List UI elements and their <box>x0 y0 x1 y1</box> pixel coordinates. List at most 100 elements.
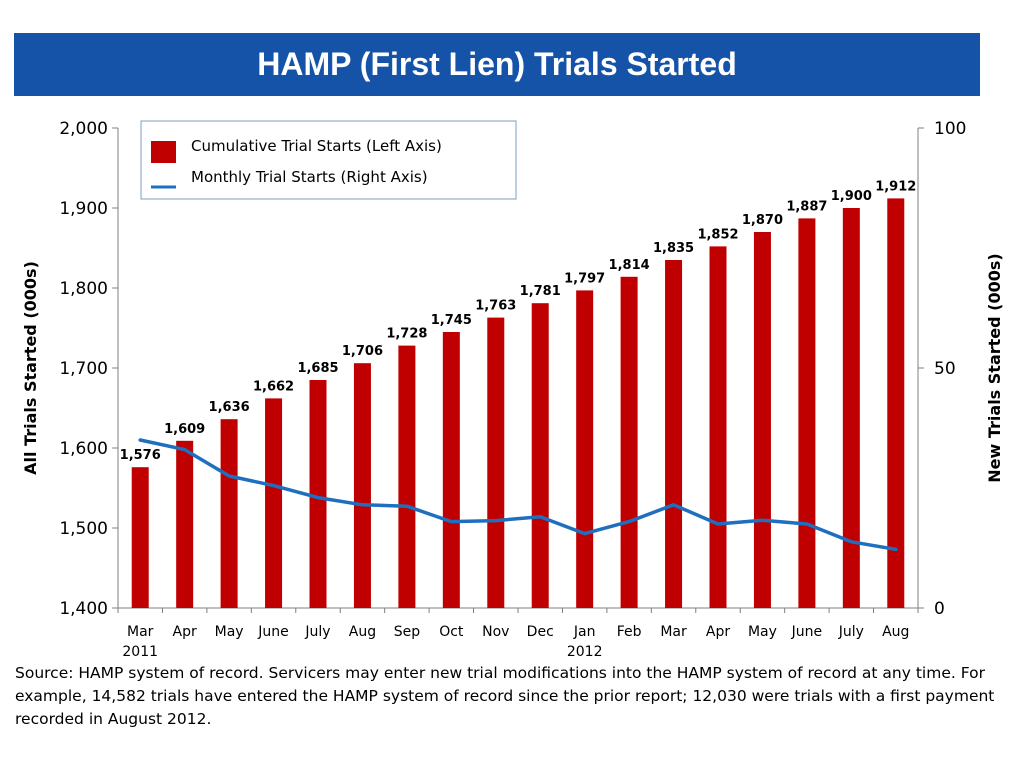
title-banner: HAMP (First Lien) Trials Started <box>14 33 980 96</box>
bar-data-label: 1,763 <box>475 299 516 314</box>
bar-data-label: 1,685 <box>297 361 338 376</box>
bar-data-label: 1,706 <box>342 344 383 359</box>
left-tick-label: 1,700 <box>59 359 108 379</box>
x-tick-label: Apr <box>706 624 730 640</box>
bar-data-label: 1,814 <box>609 258 650 273</box>
bar <box>487 317 505 608</box>
bar <box>753 232 771 608</box>
line-point <box>360 503 364 507</box>
x-tick-label: July <box>304 624 330 640</box>
bar <box>798 218 816 608</box>
bar <box>353 363 371 608</box>
bar-data-label: 1,781 <box>520 284 561 299</box>
bar-data-label: 1,912 <box>875 179 916 194</box>
chart-title: HAMP (First Lien) Trials Started <box>257 46 737 82</box>
x-year-label: 2011 <box>122 644 158 660</box>
bar-data-label: 1,887 <box>786 199 827 214</box>
chart: 1,400 1,500 1,600 1,700 1,800 1,900 2,000 0 50 10… <box>21 119 1004 660</box>
line-point <box>316 496 320 500</box>
monthly-line <box>138 438 898 552</box>
bar-data-label: 1,797 <box>564 271 605 286</box>
x-axis-labels: Mar Apr May June July Aug Sep Oct Nov Dec Jan Feb Ma… <box>122 624 909 660</box>
bar <box>531 303 549 608</box>
x-tick-label: Sep <box>394 624 421 640</box>
left-tick-label: 1,500 <box>59 519 108 539</box>
x-tick-label: Mar <box>660 624 687 640</box>
source-note: Source: HAMP system of record. Servicers… <box>15 664 995 728</box>
line-layer <box>138 438 898 552</box>
line-point <box>183 448 187 452</box>
legend-bar-swatch <box>151 141 176 163</box>
bar-data-label: 1,636 <box>209 400 250 415</box>
right-tick-label: 100 <box>934 119 966 139</box>
left-tick-label: 1,900 <box>59 199 108 219</box>
bar-data-label: 1,900 <box>831 189 872 204</box>
line-point <box>272 484 276 488</box>
bar-data-label: 1,576 <box>120 448 161 463</box>
line-point <box>583 532 587 536</box>
x-tick-label: May <box>748 624 777 640</box>
line-point <box>805 522 809 526</box>
x-tick-label: Apr <box>173 624 197 640</box>
bar-data-label: 1,852 <box>697 227 738 242</box>
x-tick-label: Jan <box>573 624 596 640</box>
bar <box>887 198 905 608</box>
bar <box>576 290 594 608</box>
bar <box>309 380 327 608</box>
line-point <box>894 547 898 551</box>
left-tick-label: 1,800 <box>59 279 108 299</box>
left-tick-label: 1,600 <box>59 439 108 459</box>
y2-axis-title: New Trials Started (000s) <box>985 253 1004 482</box>
x-tick-label: Nov <box>482 624 509 640</box>
x-tick-label: Mar <box>127 624 154 640</box>
x-tick-label: Aug <box>882 624 909 640</box>
x-tick-label: July <box>838 624 864 640</box>
left-tick-label: 2,000 <box>59 119 108 139</box>
bar <box>842 208 860 608</box>
x-tick-label: Oct <box>439 624 464 640</box>
left-tick-label: 1,400 <box>59 599 108 619</box>
bar-data-label: 1,835 <box>653 241 694 256</box>
bar <box>442 332 460 608</box>
bar <box>398 345 416 608</box>
line-point <box>716 522 720 526</box>
bar <box>265 398 283 608</box>
x-tick-label: June <box>257 624 289 640</box>
y-axis-title: All Trials Started (000s) <box>21 261 40 475</box>
line-point <box>449 520 453 524</box>
right-tick-label: 50 <box>934 359 956 379</box>
line-point <box>672 503 676 507</box>
line-point <box>138 438 142 442</box>
x-tick-label: Aug <box>349 624 376 640</box>
bar <box>176 440 194 608</box>
x-tick-label: May <box>215 624 244 640</box>
line-point <box>494 519 498 523</box>
line-point <box>227 474 231 478</box>
bar-data-label: 1,745 <box>431 313 472 328</box>
bar-data-label: 1,728 <box>386 327 427 342</box>
legend-box <box>140 120 517 200</box>
legend-bar-label: Cumulative Trial Starts (Left Axis) <box>191 137 442 155</box>
bar-data-label: 1,870 <box>742 213 783 228</box>
right-tick-label: 0 <box>934 599 945 619</box>
line-point <box>849 540 853 544</box>
legend-line-label: Monthly Trial Starts (Right Axis) <box>191 168 428 186</box>
bars <box>131 198 905 608</box>
x-tick-label: Dec <box>527 624 554 640</box>
bar-data-label: 1,662 <box>253 379 294 394</box>
line-point <box>405 504 409 508</box>
legend: Cumulative Trial Starts (Left Axis) Month… <box>140 120 517 200</box>
axes: 1,400 1,500 1,600 1,700 1,800 1,900 2,000 0 50 10… <box>21 119 1004 619</box>
x-tick-label: June <box>791 624 823 640</box>
bar <box>220 419 238 608</box>
line-point <box>538 515 542 519</box>
bar <box>665 260 683 608</box>
x-tick-label: Feb <box>617 624 642 640</box>
bar <box>131 467 149 608</box>
bar-data-label: 1,609 <box>164 422 205 437</box>
bar <box>620 276 638 608</box>
x-year-label: 2012 <box>567 644 603 660</box>
line-point <box>627 520 631 524</box>
line-point <box>760 518 764 522</box>
